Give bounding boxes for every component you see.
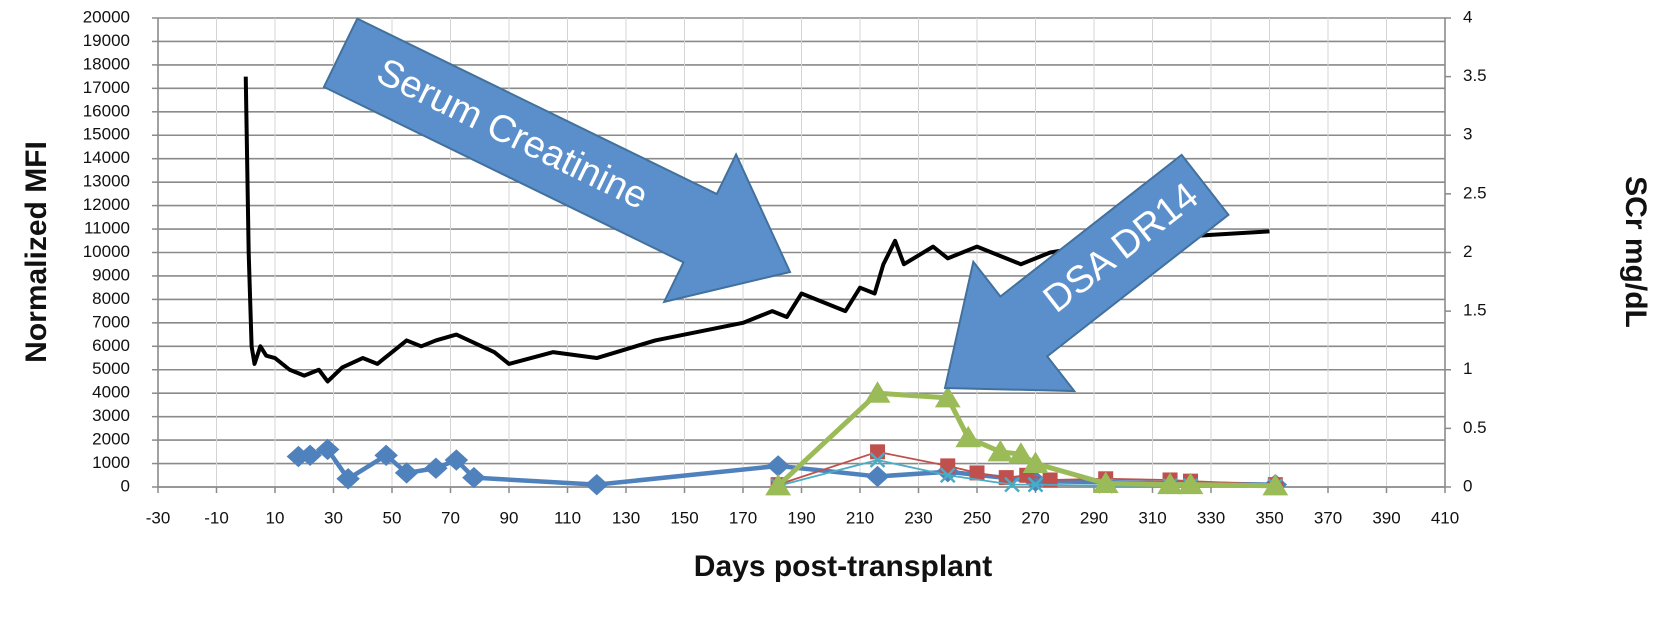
x-axis-title: Days post-transplant xyxy=(694,550,992,583)
marker xyxy=(1092,471,1119,493)
series-line xyxy=(243,76,1270,384)
marker xyxy=(374,444,398,467)
y-tick-label: 0 xyxy=(121,476,130,495)
y-tick-label: 10000 xyxy=(83,242,130,261)
y-tick-label: 2000 xyxy=(92,430,130,449)
marker xyxy=(939,467,956,484)
x-tick-label: 330 xyxy=(1197,508,1225,527)
marker xyxy=(864,381,891,403)
y-axis-title: Normalized MFI xyxy=(20,141,53,363)
marker xyxy=(1177,472,1204,495)
y-tick-label: 11000 xyxy=(84,219,130,238)
y-tick-label: 7000 xyxy=(92,312,130,331)
x-tick-label: 190 xyxy=(787,508,815,527)
y-tick-label: 13000 xyxy=(83,172,130,191)
plot xyxy=(243,76,1289,496)
x-tick-label: 230 xyxy=(904,508,932,527)
y-tick-label: 14000 xyxy=(83,148,130,167)
x-tick-label: 70 xyxy=(441,508,460,527)
x-tick-label: 390 xyxy=(1372,508,1400,527)
x-tick-label: 30 xyxy=(324,508,343,527)
y-tick-label: 8000 xyxy=(92,289,130,308)
x-tick-label: 10 xyxy=(266,508,285,527)
x-tick-label: 310 xyxy=(1138,508,1166,527)
x-tick-label: 150 xyxy=(670,508,698,527)
x-tick-label: 270 xyxy=(1021,508,1049,527)
marker xyxy=(394,462,419,484)
marker xyxy=(766,455,790,477)
x-tick-label: 50 xyxy=(383,508,402,527)
y2-tick-label: 2.5 xyxy=(1463,183,1487,202)
x-tick-label: 90 xyxy=(500,508,519,527)
marker xyxy=(940,458,956,474)
x-tick-label: 130 xyxy=(612,508,640,527)
y2-tick-label: 2 xyxy=(1463,242,1472,261)
x-tick-label: -10 xyxy=(204,508,229,527)
x-tick-label: 350 xyxy=(1255,508,1283,527)
marker xyxy=(424,457,448,479)
marker xyxy=(865,465,890,488)
y2-axis-title: SCr mg/dL xyxy=(1619,176,1652,328)
x-tick-label: 170 xyxy=(729,508,757,527)
y2-tick-label: 1 xyxy=(1463,359,1472,378)
x-tick-label: 250 xyxy=(963,508,991,527)
x-tick-label: 290 xyxy=(1080,508,1108,527)
y-tick-label: 4000 xyxy=(92,383,130,402)
marker xyxy=(1157,472,1183,495)
marker xyxy=(315,438,340,461)
x-tick-label: 410 xyxy=(1431,508,1459,527)
marker xyxy=(765,473,791,496)
y-tick-label: 1000 xyxy=(92,453,130,472)
y-tick-label: 12000 xyxy=(83,195,130,214)
x-tick-label: 210 xyxy=(846,508,874,527)
x-tick-label: -30 xyxy=(146,508,171,527)
marker xyxy=(298,444,322,467)
y-tick-label: 3000 xyxy=(92,406,130,425)
y-tick-label: 18000 xyxy=(83,54,130,73)
y2-tick-label: 4 xyxy=(1463,7,1472,26)
y-tick-label: 6000 xyxy=(92,336,130,355)
y2-tick-label: 3.5 xyxy=(1463,66,1487,85)
marker xyxy=(1262,473,1289,496)
marker xyxy=(444,449,469,471)
x-tick-label: 110 xyxy=(554,508,581,527)
y-tick-label: 5000 xyxy=(92,359,130,378)
annotation: Serum Creatinine xyxy=(370,51,654,218)
arrow-shape xyxy=(943,153,1230,393)
y-tick-label: 19000 xyxy=(83,31,130,50)
marker xyxy=(1007,442,1034,464)
marker xyxy=(869,452,886,468)
marker xyxy=(336,468,360,490)
y-tick-label: 9000 xyxy=(92,265,130,284)
y2-tick-label: 1.5 xyxy=(1463,301,1487,320)
marker xyxy=(1027,476,1044,493)
marker xyxy=(934,385,961,408)
marker xyxy=(585,473,609,496)
y2-tick-label: 0.5 xyxy=(1463,418,1487,437)
y-tick-label: 15000 xyxy=(83,125,130,144)
x-tick-label: 370 xyxy=(1314,508,1342,527)
marker xyxy=(1022,451,1049,474)
y-tick-label: 17000 xyxy=(83,78,130,97)
y-tick-label: 20000 xyxy=(83,7,130,26)
marker xyxy=(955,425,982,448)
marker xyxy=(987,439,1014,462)
y2-tick-label: 3 xyxy=(1463,125,1472,144)
y-tick-label: 16000 xyxy=(83,101,130,120)
marker xyxy=(1042,472,1058,488)
arrow: Serum Creatinine xyxy=(322,17,792,304)
arrow-shape xyxy=(322,17,792,304)
marker xyxy=(462,466,486,489)
marker xyxy=(1004,476,1020,493)
y2-tick-label: 0 xyxy=(1463,476,1472,495)
marker xyxy=(969,465,985,481)
